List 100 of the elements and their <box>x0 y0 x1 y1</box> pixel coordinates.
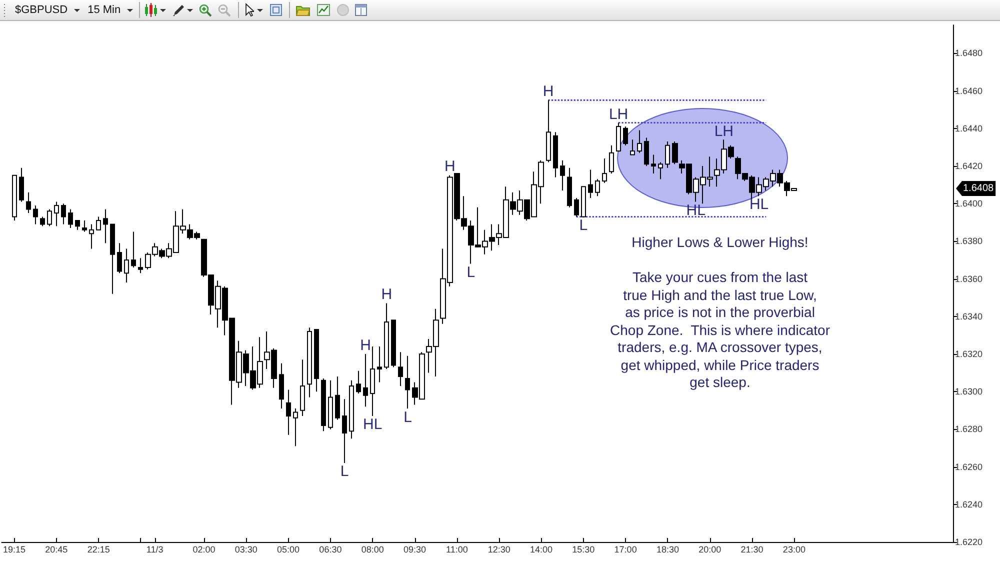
annotation: L <box>404 408 412 426</box>
y-tick-label: 1.6480 <box>955 48 983 58</box>
x-tick-label: 20:45 <box>45 544 68 554</box>
annotation: H <box>542 83 554 100</box>
candlestick <box>54 201 59 227</box>
candlestick <box>588 169 593 198</box>
y-tick-label: 1.6380 <box>955 236 983 246</box>
x-tick-label: 06:30 <box>319 544 342 554</box>
candlestick <box>89 224 94 250</box>
candlestick <box>637 130 642 154</box>
annotation: L <box>340 463 349 480</box>
annotation: L <box>466 264 476 281</box>
x-tick-label: 05:00 <box>277 544 300 554</box>
candlestick <box>61 203 66 225</box>
chart-title: $GBPUSD <box>15 4 68 16</box>
candlestick <box>321 378 326 432</box>
candlestick <box>384 302 389 370</box>
candlestick <box>391 320 396 368</box>
y-tick-label: 1.6300 <box>955 386 983 397</box>
x-tick-label: 09:30 <box>404 544 426 554</box>
text: 1.6408 <box>956 181 996 196</box>
y-tick-label: 1.6320 <box>955 349 983 359</box>
candlestick <box>342 398 347 464</box>
candlestick <box>314 329 319 392</box>
candlestick <box>286 389 291 436</box>
candlestick <box>47 208 52 227</box>
candlestick <box>103 208 108 244</box>
candlestick <box>279 362 284 410</box>
candlestick <box>335 376 340 420</box>
candlestick <box>96 216 101 230</box>
candlestick <box>293 408 298 447</box>
y-tick-label: 1.6420 <box>955 161 983 171</box>
candlestick <box>616 122 621 152</box>
candlestick <box>665 141 670 168</box>
x-tick-label: 11:00 <box>446 544 468 554</box>
candlestick <box>26 192 31 214</box>
candlestick <box>595 178 600 197</box>
annotation: H <box>360 337 371 354</box>
annotation: HL <box>749 196 769 214</box>
candlestick <box>75 220 80 230</box>
candlestick <box>377 346 382 383</box>
y-tick-label: 1.6240 <box>955 499 983 510</box>
candlestick <box>553 132 558 178</box>
chart-subtitle: 15 Min <box>88 4 121 16</box>
candlestick <box>398 352 403 386</box>
x-tick-label: 08:00 <box>361 544 384 554</box>
x-tick-label: 18:30 <box>656 544 679 554</box>
candlestick <box>328 380 333 430</box>
candlestick <box>307 327 312 398</box>
candlestick <box>602 158 607 184</box>
candlestick <box>546 100 551 163</box>
x-tick-label: 23:00 <box>782 544 806 554</box>
y-tick-label: 1.6280 <box>955 424 983 434</box>
y-tick-label: 1.6340 <box>955 311 983 322</box>
candlestick <box>82 220 87 232</box>
candlestick <box>349 380 354 440</box>
y-tick-label: 1.6460 <box>955 86 983 96</box>
y-tick-label: 1.6440 <box>955 123 983 134</box>
candlestick <box>363 354 368 408</box>
candlestick <box>33 204 38 225</box>
candlestick <box>581 186 586 218</box>
x-tick-label: 19:15 <box>2 544 26 554</box>
y-tick-label: 1.6260 <box>955 462 983 472</box>
candlestick <box>138 258 143 274</box>
annotation: L <box>579 216 588 234</box>
candlestick <box>124 248 129 284</box>
candlestick <box>574 197 579 218</box>
x-tick-label: 22:15 <box>87 544 110 554</box>
x-tick-label: 21:30 <box>740 544 764 554</box>
y-tick-label: 1.6360 <box>955 274 983 284</box>
candlestick <box>630 139 635 156</box>
candlestick <box>19 167 24 202</box>
x-tick-label: 20:00 <box>698 544 722 554</box>
candlestick <box>405 355 410 410</box>
candlestick <box>370 346 375 417</box>
x-tick-label: 17:00 <box>614 544 637 554</box>
annotation: LH <box>608 106 628 123</box>
y-tick-label: 1.6400 <box>955 198 983 209</box>
annotation: H <box>444 158 456 176</box>
candlestick <box>567 167 572 208</box>
candlestick <box>68 208 73 229</box>
x-tick-label: 14:00 <box>530 544 553 554</box>
candlestick <box>12 174 17 222</box>
y-tick-label: 1.6220 <box>955 537 983 547</box>
x-tick-label: 12:30 <box>488 544 510 554</box>
x-tick-label: 03:30 <box>234 544 258 554</box>
annotation: Higher Lows & Lower Highs! <box>630 234 810 252</box>
candlestick <box>609 144 614 174</box>
annotation: LH <box>714 122 734 140</box>
candlestick <box>117 242 122 274</box>
annotation: Take your cues from the last true High and the last true Low, as price is not in the proverbial Chop Zone. This is where indicator traders, e.g. MA crossover types, get whipped, while Price traders get sleep. <box>609 269 831 392</box>
x-tick-label: 02:00 <box>192 544 216 554</box>
annotation: HL <box>363 416 382 434</box>
x-tick-label: 11/3 <box>146 544 164 554</box>
x-tick-label: 15:30 <box>572 544 595 554</box>
candlestick <box>672 141 678 165</box>
candlestick <box>658 162 663 180</box>
candlestick <box>651 154 656 174</box>
candlestick <box>110 224 115 294</box>
candlestick <box>300 359 305 417</box>
